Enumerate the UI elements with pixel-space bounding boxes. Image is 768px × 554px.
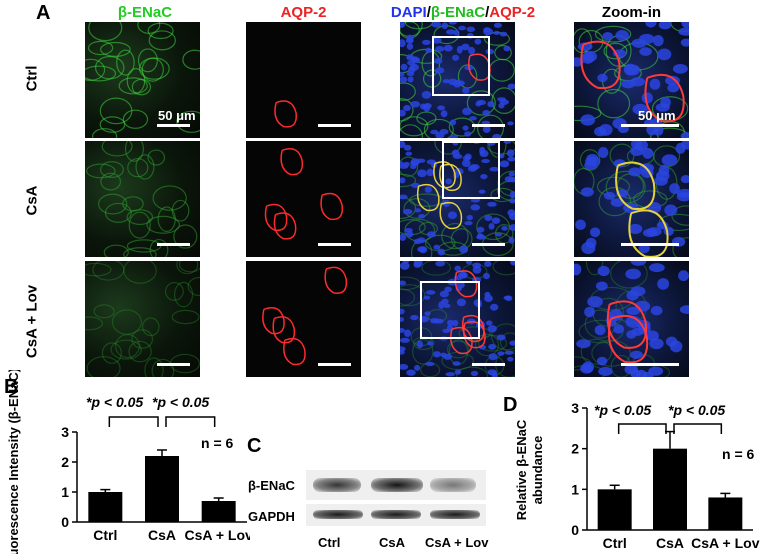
micrograph-enac-csa-lov xyxy=(85,261,200,377)
scale-bar xyxy=(157,243,190,246)
blot-band-enac-2 xyxy=(430,478,476,492)
micrograph-merge-csa xyxy=(400,141,515,257)
y-axis-label: Fluorescence Intensity (β-ENaC) xyxy=(6,370,21,554)
scale-bar xyxy=(621,243,679,246)
scale-bar xyxy=(472,363,505,366)
blot-band-label-enac: β-ENaC xyxy=(248,478,295,493)
significance-bracket-1 xyxy=(108,416,159,427)
merge-label-aqp2: AQP-2 xyxy=(489,4,536,21)
y-axis-label-line2: abundance xyxy=(530,436,545,505)
row-label-csa-lov: CsA + Lov xyxy=(23,284,41,359)
micrograph-zoom-csa-lov xyxy=(574,261,689,377)
scale-label-low-mag: 50 μm xyxy=(158,108,196,123)
column-header-beta-enac: β-ENaC xyxy=(117,4,173,21)
blot-band-gapdh-1 xyxy=(371,510,421,519)
significance-bracket-2 xyxy=(673,423,723,434)
panel-letter-d: D xyxy=(503,394,518,416)
y-tick-label: 2 xyxy=(61,454,69,470)
scale-bar xyxy=(472,124,505,127)
scale-bar xyxy=(318,243,351,246)
significance-label-2: *p < 0.05 xyxy=(152,394,209,410)
zoom-region-box-ctrl xyxy=(432,36,490,96)
zoom-region-box-csa xyxy=(442,141,500,199)
x-tick-label-0: Ctrl xyxy=(93,527,117,543)
scale-bar xyxy=(157,363,190,366)
micrograph-zoom-csa xyxy=(574,141,689,257)
panel-letter-a: A xyxy=(36,2,51,24)
y-tick-label: 1 xyxy=(61,484,69,500)
y-tick-label: 3 xyxy=(61,424,69,440)
scale-bar xyxy=(318,124,351,127)
x-tick-label-2: CsA + Lov xyxy=(691,535,760,551)
panel-letter-c: C xyxy=(247,435,262,457)
micrograph-aqp2-csa xyxy=(246,141,361,257)
column-header-zoom-in: Zoom-in xyxy=(601,4,662,21)
merge-label-sep1: / xyxy=(426,4,431,21)
significance-label-2: *p < 0.05 xyxy=(668,402,725,418)
row-label-ctrl: Ctrl xyxy=(23,65,41,92)
chart-d: Relative β-ENaC abundance *p < 0.05 *p <… xyxy=(514,400,760,551)
scale-bar xyxy=(318,363,351,366)
y-tick-label: 0 xyxy=(61,514,69,530)
merge-label-enac: β-ENaC xyxy=(430,4,486,21)
blot-band-label-gapdh: GAPDH xyxy=(248,509,295,524)
blot-band-gapdh-2 xyxy=(430,510,480,519)
micrograph-merge-csa-lov xyxy=(400,261,515,377)
x-tick-label-1: CsA xyxy=(656,535,684,551)
micrograph-aqp2-ctrl xyxy=(246,22,361,138)
column-header-aqp2: AQP-2 xyxy=(280,4,327,21)
blot-lane-label-ctrl: Ctrl xyxy=(318,535,341,550)
scale-bar xyxy=(472,243,505,246)
sample-size-label: n = 6 xyxy=(722,446,755,462)
panel-letter-b: B xyxy=(4,376,19,398)
y-tick-label: 1 xyxy=(571,481,579,497)
bar-2 xyxy=(201,501,236,522)
significance-bracket-2 xyxy=(165,416,216,427)
micrograph-merge-ctrl xyxy=(400,22,515,138)
zoom-region-box-csa-lov xyxy=(420,281,480,339)
y-tick-label: 3 xyxy=(571,400,579,416)
bar-1 xyxy=(653,448,687,530)
significance-bracket-1 xyxy=(617,423,667,434)
merge-label-dapi: DAPI xyxy=(390,4,427,21)
micrograph-aqp2-csa-lov xyxy=(246,261,361,377)
scale-label-zoom: 50 μm xyxy=(638,108,676,123)
bar-0 xyxy=(88,492,123,522)
bar-2 xyxy=(708,497,743,530)
scale-bar xyxy=(621,124,679,127)
x-tick-label-2: CsA + Lov xyxy=(184,527,250,543)
merge-label-sep2: / xyxy=(485,4,490,21)
significance-label-1: *p < 0.05 xyxy=(594,402,651,418)
chart-b: Fluorescence Intensity (β-ENaC) *p < 0.0… xyxy=(6,370,250,554)
bar-0 xyxy=(597,489,632,530)
x-tick-label-0: Ctrl xyxy=(603,535,627,551)
blot-band-gapdh-0 xyxy=(313,510,363,519)
sample-size-label: n = 6 xyxy=(201,435,234,451)
scale-bar xyxy=(157,124,190,127)
blot-lane-label-csa: CsA xyxy=(379,535,406,550)
y-axis-label-line1: Relative β-ENaC xyxy=(514,419,529,520)
scale-bar xyxy=(621,363,679,366)
blot-band-enac-0 xyxy=(313,478,361,492)
bar-1 xyxy=(145,456,179,522)
significance-label-1: *p < 0.05 xyxy=(86,394,143,410)
micrograph-enac-ctrl xyxy=(85,22,200,138)
micrograph-zoom-ctrl xyxy=(574,22,689,138)
blot-band-enac-1 xyxy=(371,478,423,492)
y-tick-label: 2 xyxy=(571,441,579,457)
blot-lane-label-csa-lov: CsA + Lov xyxy=(425,535,489,550)
column-header-merge: DAPI/β-ENaC/AQP-2 xyxy=(388,4,538,21)
y-tick-label: 0 xyxy=(571,522,579,538)
row-label-csa: CsA xyxy=(23,185,41,216)
micrograph-enac-csa xyxy=(85,141,200,257)
x-tick-label-1: CsA xyxy=(148,527,176,543)
